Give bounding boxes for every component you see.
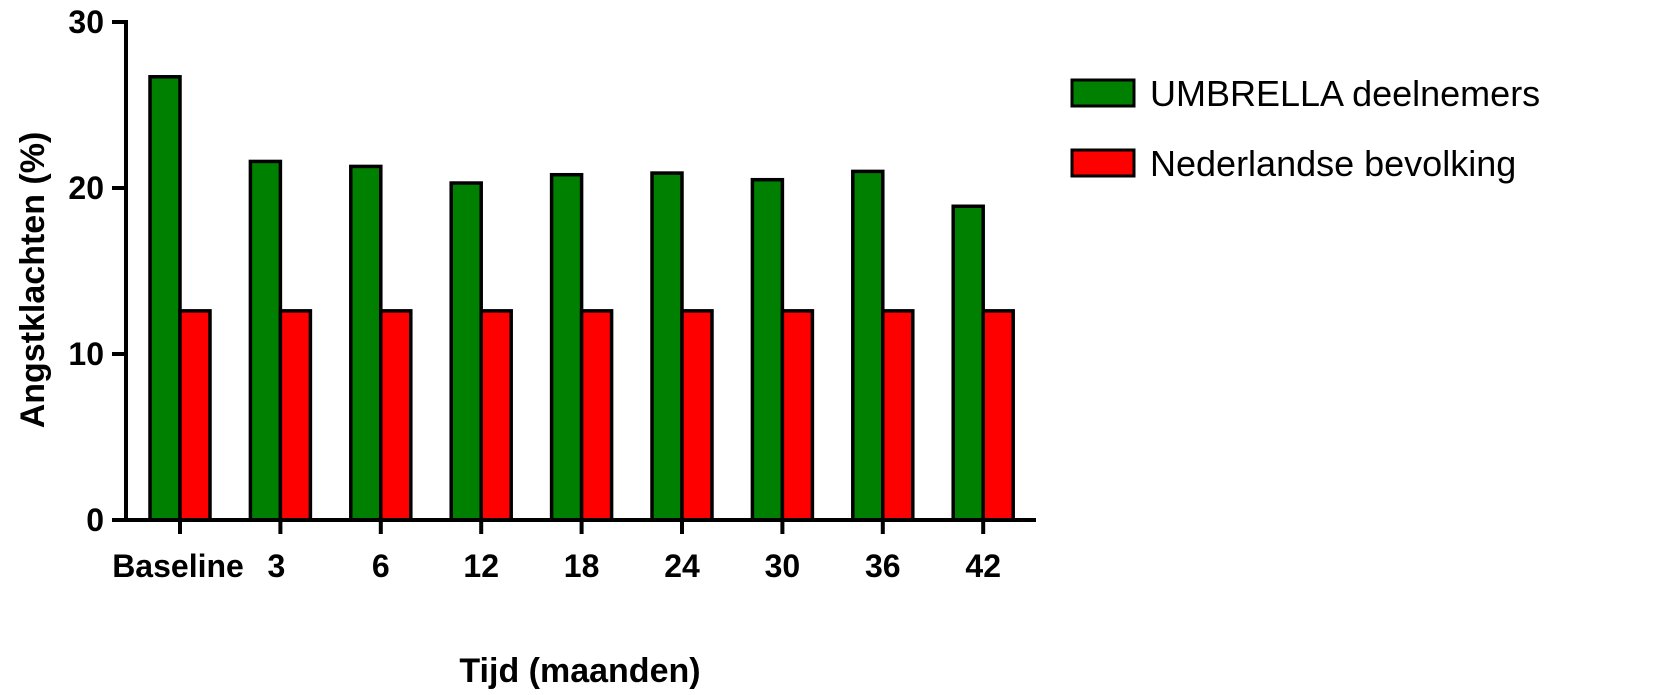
x-tick-label: 3 xyxy=(268,548,286,584)
y-axis-title: Angstklachten (%) xyxy=(14,132,52,429)
bar-nederland-1 xyxy=(278,309,313,522)
y-tick-label: 0 xyxy=(86,502,104,538)
x-axis-title: Tijd (maanden) xyxy=(459,652,700,690)
bar-umbrella-1 xyxy=(248,159,283,522)
x-tick-label: 12 xyxy=(463,548,499,584)
y-tick-label: 10 xyxy=(68,336,104,372)
x-tick-label: Baseline xyxy=(112,548,244,584)
y-tick-label: 30 xyxy=(68,4,104,40)
bar-nederland-7 xyxy=(881,309,915,522)
bar-nederland-0 xyxy=(178,309,212,522)
bar-nederland-4 xyxy=(579,309,614,522)
legend-swatch xyxy=(1070,78,1136,108)
bar-nederland-8 xyxy=(981,309,1015,522)
bar-umbrella-4 xyxy=(549,172,584,522)
bar-nederland-3 xyxy=(479,309,513,522)
bars-group xyxy=(148,75,1015,522)
x-axis-ticks: Baseline 3 6 12 18 24 30 36 42 xyxy=(112,520,1001,584)
legend: UMBRELLA deelnemers Nederlandse bevolking xyxy=(1070,73,1540,184)
bar-umbrella-7 xyxy=(851,169,885,522)
bar-umbrella-2 xyxy=(349,164,383,522)
bar-umbrella-0 xyxy=(148,75,182,522)
bar-umbrella-8 xyxy=(951,204,985,522)
x-tick-label: 42 xyxy=(965,548,1001,584)
bar-nederland-5 xyxy=(680,309,714,522)
legend-swatch xyxy=(1070,148,1136,178)
y-axis-ticks: 0 10 20 30 xyxy=(68,4,126,538)
legend-label: UMBRELLA deelnemers xyxy=(1150,73,1540,114)
bar-umbrella-6 xyxy=(750,177,785,522)
legend-label: Nederlandse bevolking xyxy=(1150,143,1516,184)
bar-umbrella-3 xyxy=(449,181,483,522)
x-tick-label: 18 xyxy=(564,548,600,584)
y-tick-label: 20 xyxy=(68,170,104,206)
x-tick-label: 24 xyxy=(664,548,700,584)
bar-umbrella-5 xyxy=(650,171,684,522)
bar-nederland-2 xyxy=(379,309,413,522)
x-tick-label: 6 xyxy=(372,548,390,584)
x-tick-label: 30 xyxy=(765,548,801,584)
x-tick-label: 36 xyxy=(865,548,901,584)
bar-nederland-6 xyxy=(780,309,815,522)
